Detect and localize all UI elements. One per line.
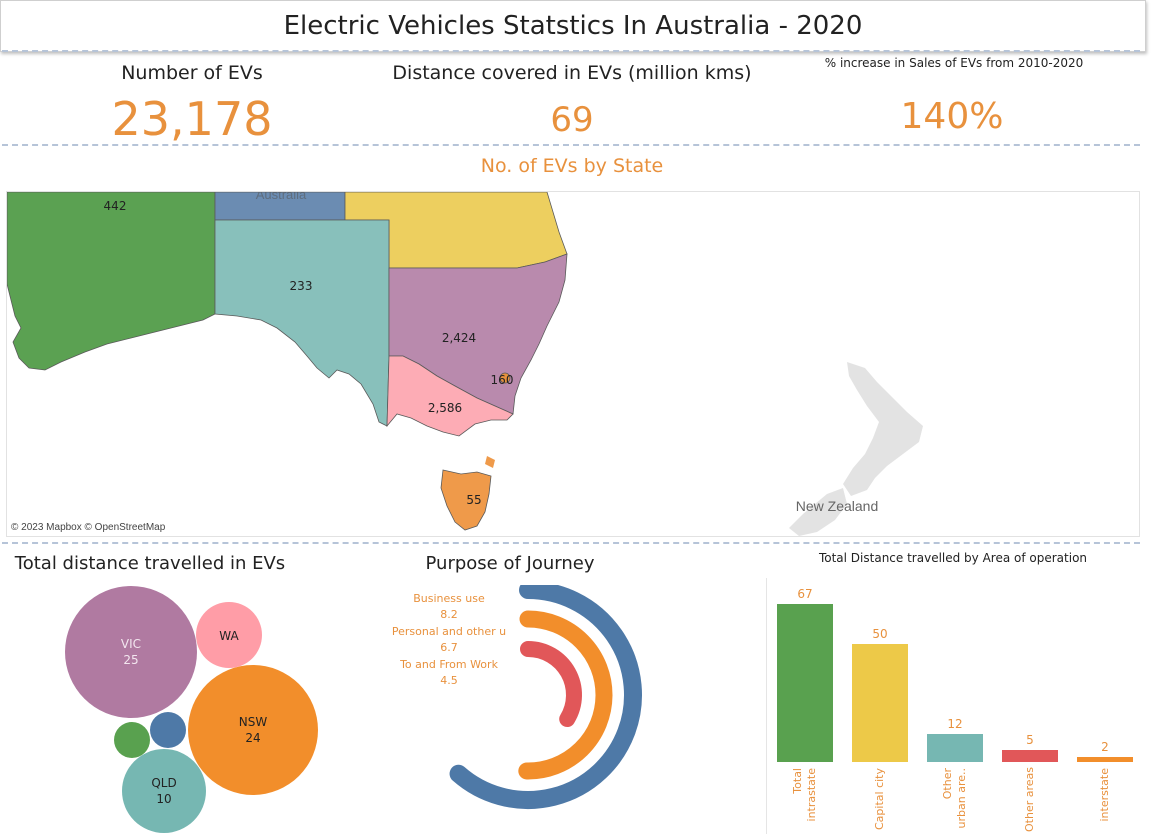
radial-series-name: Business use bbox=[413, 592, 485, 605]
bubble-value: 10 bbox=[156, 792, 171, 806]
state-vic[interactable] bbox=[386, 355, 514, 437]
distance-label: Distance covered in EVs (million kms) bbox=[392, 62, 752, 84]
bar-value-label: 67 bbox=[797, 587, 813, 601]
dashboard-title: Electric Vehicles Statstics In Australia… bbox=[0, 0, 1146, 52]
radial-series-name: Personal and other u bbox=[392, 625, 506, 638]
area-bar-chart: 67 Total intrastate 50 Capital city 12 Other … bbox=[766, 578, 1141, 834]
state-value-act: 160 bbox=[491, 373, 514, 387]
new-zealand-shape bbox=[843, 362, 923, 496]
state-value-wa: 442 bbox=[104, 199, 127, 213]
state-value-sa: 233 bbox=[290, 279, 313, 293]
radial-bar-1[interactable] bbox=[518, 610, 613, 780]
bubble-wa[interactable] bbox=[196, 602, 262, 668]
tas-islet bbox=[485, 456, 495, 468]
increase-value: 140% bbox=[900, 96, 1004, 137]
distance-value: 69 bbox=[550, 100, 594, 140]
radial-bar-0[interactable] bbox=[449, 585, 642, 809]
state-map[interactable]: Australia 442 233 2,424 160 2,586 55 New… bbox=[6, 191, 1140, 537]
bubble-chart-title: Total distance travelled in EVs bbox=[14, 553, 286, 574]
bar-category-label: Capital city bbox=[873, 768, 886, 830]
bar[interactable] bbox=[1077, 757, 1133, 762]
radial-series-value: 8.2 bbox=[440, 608, 458, 621]
map-label-new-zealand: New Zealand bbox=[796, 498, 879, 514]
map-svg: Australia 442 233 2,424 160 2,586 55 New… bbox=[7, 192, 923, 536]
bubble-label: VIC bbox=[121, 637, 141, 651]
donut-chart-title: Purpose of Journey bbox=[425, 553, 595, 574]
divider bbox=[2, 542, 1140, 544]
state-tas[interactable] bbox=[440, 469, 492, 531]
bar-category-label: Total intrastate bbox=[791, 768, 818, 822]
state-act[interactable] bbox=[499, 372, 511, 384]
bubble-unlabeled[interactable] bbox=[150, 712, 186, 748]
divider bbox=[2, 50, 1140, 52]
bubble-label: QLD bbox=[151, 776, 176, 790]
state-wa[interactable] bbox=[7, 192, 216, 371]
bar-value-label: 12 bbox=[947, 716, 963, 731]
bar-chart-title: Total Distance travelled by Area of oper… bbox=[818, 551, 1088, 565]
bar[interactable] bbox=[1002, 750, 1058, 762]
map-label-australia: Australia bbox=[256, 192, 307, 202]
bubble-qld[interactable] bbox=[122, 749, 206, 833]
purpose-radial-chart: Business use 8.2 Personal and other u 6.7 To… bbox=[392, 585, 642, 809]
bar[interactable] bbox=[777, 604, 833, 762]
evs-label: Number of EVs bbox=[121, 62, 263, 84]
bar-value-label: 5 bbox=[1026, 733, 1034, 748]
bubble-label: NSW bbox=[239, 715, 268, 729]
divider bbox=[2, 144, 1140, 146]
bubble-label: WA bbox=[219, 629, 239, 643]
state-value-vic: 2,586 bbox=[428, 401, 462, 415]
state-value-tas: 55 bbox=[466, 493, 481, 507]
radial-series-value: 6.7 bbox=[440, 641, 458, 654]
map-attribution[interactable]: © 2023 Mapbox © OpenStreetMap bbox=[11, 522, 166, 533]
radial-series-value: 4.5 bbox=[440, 674, 458, 687]
increase-label: % increase in Sales of EVs from 2010-202… bbox=[824, 56, 1084, 70]
bar-category-label: Other urban are.. bbox=[941, 768, 968, 829]
state-value-nsw: 2,424 bbox=[442, 331, 476, 345]
bubble-nsw[interactable] bbox=[188, 665, 318, 795]
bubble-value: 24 bbox=[245, 731, 260, 745]
bar-category-label: interstate bbox=[1098, 768, 1111, 822]
bar[interactable] bbox=[852, 644, 908, 762]
bubble-value: 25 bbox=[123, 653, 138, 667]
radial-series-name: To and From Work bbox=[399, 658, 499, 671]
bar[interactable] bbox=[927, 733, 983, 762]
bar-category-label: Other areas bbox=[1023, 767, 1036, 832]
bubble-unlabeled[interactable] bbox=[114, 722, 150, 758]
state-sa[interactable] bbox=[214, 219, 390, 427]
bubble-vic[interactable] bbox=[65, 586, 197, 718]
bar-value-label: 2 bbox=[1101, 740, 1109, 755]
new-zealand-shape bbox=[789, 488, 847, 536]
bar-value-label: 50 bbox=[872, 627, 888, 642]
map-title: No. of EVs by State bbox=[480, 155, 664, 177]
bubble-chart: VIC 25 NSW 24 QLD 10 WA bbox=[65, 586, 318, 833]
radial-bar-2[interactable] bbox=[520, 641, 582, 728]
evs-value: 23,178 bbox=[111, 92, 273, 146]
